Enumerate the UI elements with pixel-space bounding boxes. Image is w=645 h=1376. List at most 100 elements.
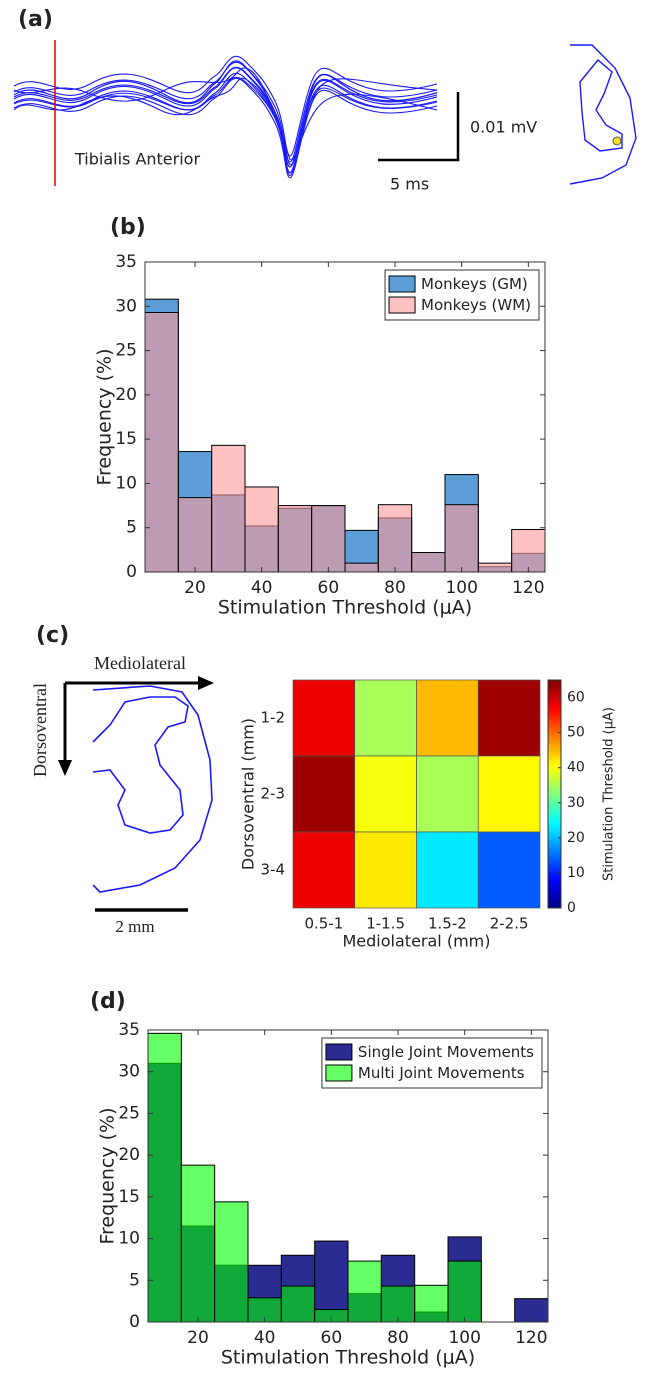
- colorbar-swatch: [548, 870, 561, 873]
- y-tick-label: 2-3: [261, 785, 286, 803]
- electrode-site: [612, 136, 622, 146]
- colorbar-swatch: [548, 894, 561, 898]
- colorbar-swatch: [548, 826, 561, 829]
- colorbar-swatch: [548, 795, 561, 799]
- colorbar-tick-label: 40: [567, 760, 585, 776]
- scale-time: 5 ms: [390, 175, 429, 194]
- x-tick-label: 20: [184, 578, 206, 598]
- colorbar-swatch: [548, 700, 561, 704]
- y-tick-label: 15: [118, 1187, 140, 1207]
- y-tick-label: 35: [118, 1020, 140, 1040]
- heatmap-cell: [477, 679, 541, 757]
- colorbar-swatch: [548, 868, 561, 871]
- bar: [277, 505, 313, 573]
- legend-label: Monkeys (WM): [421, 296, 531, 314]
- colorbar-swatch: [548, 746, 561, 749]
- colorbar-swatch: [548, 725, 561, 728]
- colorbar-swatch: [548, 742, 561, 746]
- colorbar-swatch: [548, 896, 561, 899]
- legend-swatch: [388, 275, 416, 293]
- colorbar-swatch: [548, 797, 561, 801]
- colorbar-swatch: [548, 849, 561, 852]
- bar: [380, 1285, 416, 1323]
- colorbar-swatch: [548, 704, 561, 708]
- x-tick-label: 80: [384, 578, 406, 598]
- colorbar-swatch: [548, 727, 561, 730]
- x-tick-label: 60: [321, 1328, 343, 1348]
- y-tick-label: 25: [115, 341, 137, 361]
- y-tick-label: 0: [126, 562, 137, 582]
- cord-outline: [569, 44, 637, 185]
- scale-label: 2 mm: [115, 917, 154, 936]
- colorbar-swatch: [548, 828, 561, 831]
- colorbar-swatch: [548, 883, 561, 886]
- axes-frame: [147, 1029, 549, 1323]
- colorbar-swatch: [548, 723, 561, 727]
- legend-label: Monkeys (GM): [421, 275, 528, 293]
- colorbar-swatch: [548, 889, 561, 892]
- scale-bar: [378, 92, 460, 162]
- heatmap-cell: [416, 831, 479, 909]
- emg-traces: [13, 55, 438, 179]
- colorbar-swatch: [548, 771, 561, 774]
- y-tick-label: 5: [129, 1270, 140, 1290]
- bar: [214, 1201, 249, 1323]
- colorbar-swatch: [548, 902, 561, 905]
- bar: [447, 1260, 482, 1323]
- colorbar-swatch: [548, 712, 561, 715]
- colorbar-swatch: [548, 699, 561, 702]
- colorbar-swatch: [548, 706, 561, 709]
- bar: [444, 504, 479, 573]
- colorbar-swatch: [548, 790, 561, 793]
- legend-swatch: [388, 296, 416, 314]
- legend: [321, 1037, 543, 1089]
- bar: [477, 562, 513, 573]
- scale-voltage: 0.01 mV: [470, 118, 537, 137]
- bar: [247, 1297, 282, 1323]
- colorbar-swatch: [548, 683, 561, 687]
- colorbar-swatch: [548, 718, 561, 721]
- colorbar-swatch: [548, 729, 561, 732]
- colorbar-swatch: [548, 813, 561, 816]
- colorbar-swatch: [548, 805, 561, 808]
- colorbar-swatch: [548, 887, 561, 890]
- colorbar-swatch: [548, 778, 561, 782]
- colorbar-swatch: [548, 862, 561, 865]
- heatmap-cell: [354, 831, 417, 909]
- bar: [244, 486, 279, 573]
- x-tick-label: 120: [512, 578, 544, 598]
- colorbar-swatch: [548, 754, 561, 757]
- colorbar-swatch: [548, 837, 561, 841]
- colorbar-swatch: [548, 695, 561, 698]
- y-tick-label: 30: [115, 296, 137, 316]
- colorbar-swatch: [548, 858, 561, 861]
- x-tick-label: 60: [318, 578, 340, 598]
- colorbar-swatch: [548, 714, 561, 717]
- heatmap-cell: [354, 755, 417, 833]
- colorbar-swatch: [548, 735, 561, 738]
- bar: [211, 444, 246, 573]
- colorbar-swatch: [548, 763, 561, 766]
- y-axis-label: Dorsoventral (mm): [239, 718, 258, 870]
- colorbar-swatch: [548, 875, 561, 879]
- x-tick-label: 40: [251, 578, 273, 598]
- heatmap-cell: [477, 755, 541, 833]
- colorbar-swatch: [548, 873, 561, 877]
- colorbar-swatch: [548, 904, 561, 907]
- muscle-label: Tibialis Anterior: [74, 150, 200, 169]
- colorbar-swatch: [548, 809, 561, 812]
- y-tick-label: 10: [118, 1229, 140, 1249]
- colorbar-swatch: [548, 845, 561, 848]
- axis-direction: Mediolateral: [94, 653, 186, 673]
- colorbar-swatch: [548, 892, 561, 896]
- colorbar-tick-label: 60: [567, 690, 585, 706]
- colorbar-swatch: [548, 841, 561, 844]
- bar: [511, 528, 546, 573]
- legend-label: Single Joint Movements: [358, 1043, 534, 1061]
- colorbar-swatch: [548, 702, 561, 706]
- colorbar-swatch: [548, 822, 561, 825]
- y-axis-label: Frequency (%): [94, 348, 116, 485]
- x-tick-label: 2-2.5: [490, 915, 529, 933]
- colorbar-swatch: [548, 801, 561, 804]
- colorbar-swatch: [548, 752, 561, 755]
